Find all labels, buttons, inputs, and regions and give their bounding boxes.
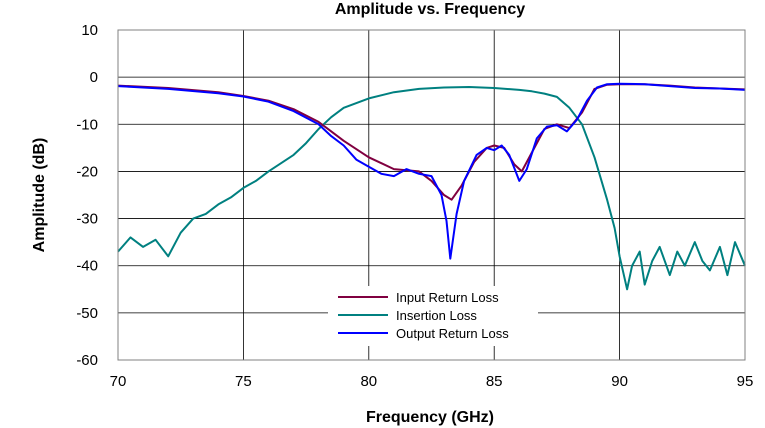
plot-area-border: [117, 29, 746, 361]
series-lines: [117, 82, 746, 291]
x-tick-label: 80: [360, 373, 377, 390]
y-tick-label: -60: [76, 352, 98, 369]
x-tick-label: 85: [486, 373, 503, 390]
y-tick-label: 0: [90, 69, 98, 86]
legend-label: Output Return Loss: [396, 326, 509, 341]
y-tick-labels: 10 0 -10 -20 -30 -40 -50 -60: [76, 22, 98, 369]
chart-title: Amplitude vs. Frequency: [335, 1, 525, 18]
y-tick-label: -10: [76, 116, 98, 133]
x-tick-labels: 70 75 80 85 90 95: [110, 373, 754, 390]
x-tick-label: 75: [235, 373, 252, 390]
y-tick-label: -20: [76, 163, 98, 180]
y-tick-label: -40: [76, 258, 98, 275]
x-tick-label: 90: [611, 373, 628, 390]
y-tick-label: -50: [76, 305, 98, 322]
x-axis-title: Frequency (GHz): [366, 409, 494, 426]
series-line-insertion-loss: [117, 86, 746, 291]
y-tick-label: 10: [81, 22, 98, 39]
y-tick-label: -30: [76, 211, 98, 228]
series-line-output-return-loss: [117, 82, 746, 260]
legend: Input Return Loss Insertion Loss Output Re…: [328, 286, 538, 346]
x-tick-label: 70: [110, 373, 127, 390]
legend-label: Insertion Loss: [396, 308, 477, 323]
y-axis-title: Amplitude (dB): [31, 138, 48, 253]
x-tick-label: 95: [737, 373, 754, 390]
legend-label: Input Return Loss: [396, 290, 499, 305]
